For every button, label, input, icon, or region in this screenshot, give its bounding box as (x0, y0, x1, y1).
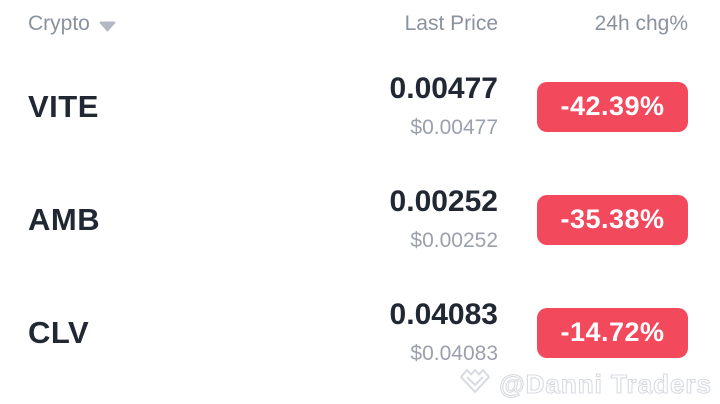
change-badge[interactable]: -14.72% (537, 307, 688, 358)
table-header: Crypto Last Price 24h chg% (0, 0, 720, 44)
last-price-value: 0.00477 (389, 72, 498, 105)
fiat-price-value: $0.00252 (410, 229, 498, 252)
crypto-list: VITE 0.00477 $0.00477 -42.39% AMB 0.0025… (0, 44, 720, 389)
price-cell: 0.00252 $0.00252 (318, 186, 498, 253)
last-price-value: 0.00252 (389, 185, 498, 218)
change-column-header[interactable]: 24h chg% (594, 12, 688, 35)
last-price-column-header[interactable]: Last Price (404, 12, 498, 35)
table-row[interactable]: CLV 0.04083 $0.04083 -14.72% (0, 276, 720, 389)
crypto-symbol: AMB (28, 201, 101, 237)
price-cell: 0.00477 $0.00477 (318, 73, 498, 140)
fiat-price-value: $0.04083 (410, 342, 498, 365)
table-row[interactable]: AMB 0.00252 $0.00252 -35.38% (0, 163, 720, 276)
crypto-symbol: VITE (28, 88, 99, 124)
crypto-filter-dropdown[interactable]: Crypto (28, 11, 279, 38)
crypto-symbol: CLV (28, 314, 90, 350)
change-badge[interactable]: -35.38% (537, 194, 688, 245)
last-price-value: 0.04083 (389, 298, 498, 331)
fiat-price-value: $0.00477 (410, 116, 498, 139)
chevron-down-icon (99, 14, 116, 38)
crypto-column-label: Crypto (28, 12, 90, 35)
table-row[interactable]: VITE 0.00477 $0.00477 -42.39% (0, 50, 720, 163)
change-badge[interactable]: -42.39% (537, 81, 688, 132)
price-cell: 0.04083 $0.04083 (318, 299, 498, 366)
